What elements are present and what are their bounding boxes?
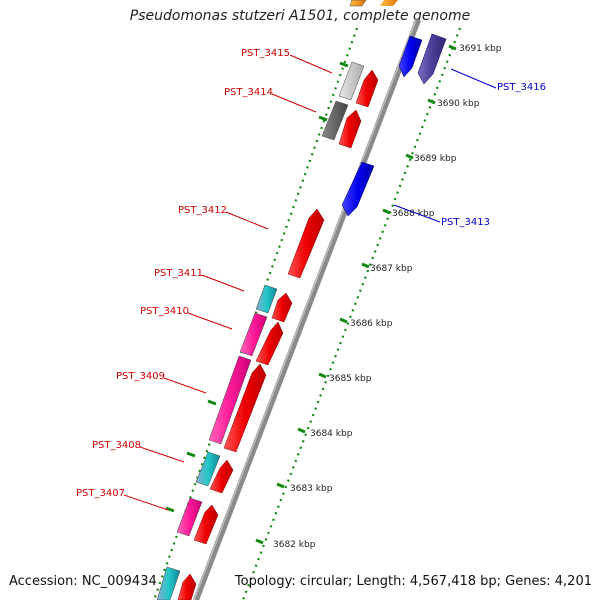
cds-forward-bottom (177, 573, 197, 600)
tick-label: 3686 kbp (350, 319, 393, 329)
cds-forward-3412 (287, 208, 325, 279)
feature-darkgrey-3414 (321, 100, 349, 141)
tick-label: 3689 kbp (414, 154, 457, 164)
cds-reverse-3413 (341, 161, 375, 217)
forward-cds-track (177, 69, 379, 600)
feature-track-outer (156, 0, 367, 600)
tick-label: 3687 kbp (370, 264, 413, 274)
feature-orange (349, 0, 367, 7)
accession-label: Accession: NC_009434 (9, 574, 157, 589)
feature-orange-top (380, 0, 398, 6)
cds-forward-3407 (193, 504, 219, 545)
reverse-cds-track (341, 33, 447, 217)
tick-label: 3690 kbp (437, 99, 480, 109)
cds-forward-3409 (223, 363, 267, 453)
genome-title: Pseudomonas stutzeri A1501, complete gen… (129, 8, 471, 24)
reverse-label-leaders (393, 68, 497, 223)
feature-pink-3410 (239, 312, 268, 357)
gene-label-forward: PST_3411 (154, 268, 203, 279)
feature-grey-3415 (338, 61, 365, 101)
feature-cyan-bottom (156, 566, 181, 600)
genome-backbone-highlight (193, 19, 417, 600)
cds-forward-3410 (255, 321, 284, 366)
feature-cyan-3408 (195, 451, 221, 487)
genome-summary: Topology: circular; Length: 4,567,418 bp… (234, 574, 592, 589)
gene-label-forward: PST_3410 (140, 306, 189, 317)
cds-forward-3414 (338, 109, 362, 149)
tick-label: 3685 kbp (329, 374, 372, 384)
cds-reverse-3416a (398, 35, 423, 78)
tick-label: 3683 kbp (290, 484, 333, 494)
gene-label-forward: PST_3415 (241, 48, 290, 59)
forward-label-leaders (123, 54, 333, 511)
tick-label: 3682 kbp (273, 540, 316, 550)
gene-label-forward: PST_3414 (224, 87, 273, 98)
cds-forward-3415 (355, 69, 379, 108)
feature-pink-3407 (176, 497, 203, 537)
cds-forward-3411 (271, 292, 293, 323)
cds-forward-3408 (209, 459, 234, 494)
gene-label-reverse: PST_3413 (441, 217, 490, 228)
scale-ticks (255, 44, 457, 545)
feature-pink-3409 (208, 355, 252, 445)
gene-label-forward: PST_3408 (92, 440, 141, 451)
gene-label-reverse: PST_3416 (497, 82, 546, 93)
cds-reverse-3416b (417, 33, 447, 85)
gene-label-forward: PST_3412 (178, 205, 227, 216)
tick-label: 3691 kbp (459, 44, 502, 54)
outer-track-ticks (165, 61, 349, 513)
feature-cyan-3411 (255, 284, 278, 314)
genome-backbone (193, 18, 421, 600)
gene-label-forward: PST_3409 (116, 371, 165, 382)
tick-label: 3688 kbp (392, 209, 435, 219)
tick-label: 3684 kbp (310, 429, 353, 439)
gene-label-forward: PST_3407 (76, 488, 125, 499)
